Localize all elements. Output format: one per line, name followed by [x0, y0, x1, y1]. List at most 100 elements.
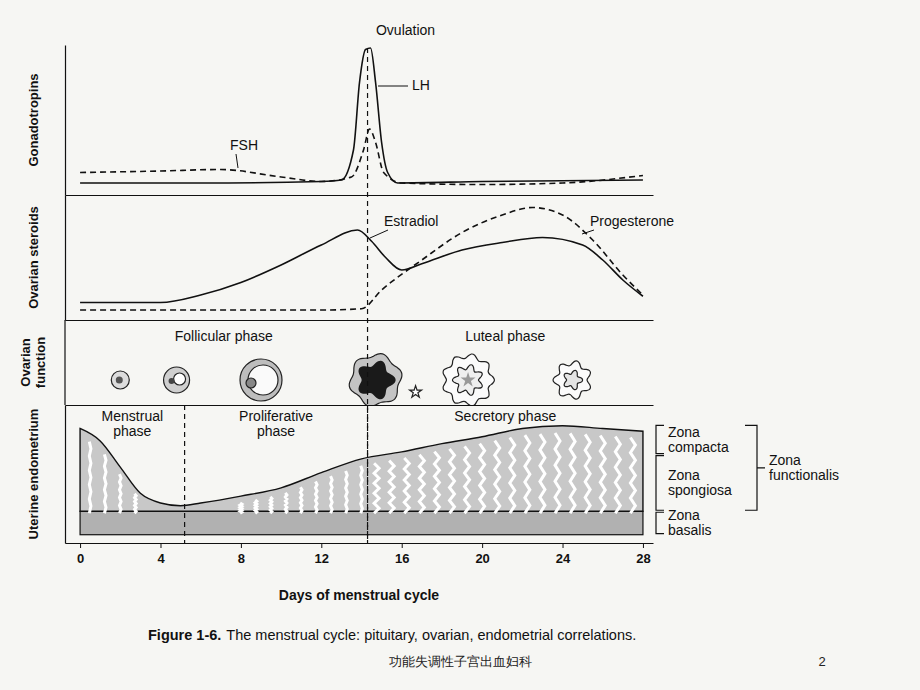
tick: 20 — [475, 543, 489, 566]
tick-mark — [80, 543, 81, 548]
gland — [270, 497, 272, 513]
plot-area — [80, 426, 643, 535]
zone-label-line: spongiosa — [668, 482, 732, 498]
tick-label: 28 — [636, 551, 650, 566]
leader-line — [378, 86, 408, 87]
x-axis — [66, 405, 654, 406]
axis-line — [66, 405, 654, 406]
axis-line — [66, 320, 654, 321]
primary-follicle — [164, 367, 190, 393]
gland — [630, 438, 635, 514]
phase-label-line: Menstrual — [102, 408, 163, 424]
y-axis-title: Ovarian steroids — [26, 206, 41, 309]
gland — [600, 435, 605, 513]
caption-text: The menstrual cycle: pituitary, ovarian,… — [226, 627, 636, 643]
tick-label: 4 — [157, 551, 165, 566]
zone-label-line: Zona — [668, 424, 700, 440]
corpus-luteum — [443, 354, 494, 405]
phase-label: Luteal phase — [465, 328, 545, 344]
basalis-layer — [80, 511, 643, 534]
gland — [555, 433, 560, 513]
leader-line — [370, 230, 388, 238]
tick-mark — [160, 543, 161, 548]
plot-area — [80, 208, 643, 311]
gland — [240, 503, 242, 513]
chart-root: GonadotropinsFSHLHOvarian steroidsEstrad… — [0, 0, 920, 690]
tick-mark — [643, 543, 644, 548]
zone-label-line: Zona — [668, 507, 700, 523]
phase-label: Menstrualphase — [102, 408, 163, 439]
glands — [89, 433, 635, 513]
zone-group-label-line: functionalis — [769, 467, 839, 483]
tick-mark — [402, 543, 403, 548]
series-label: LH — [412, 77, 430, 93]
series-line — [80, 48, 643, 183]
y-axis — [65, 46, 66, 196]
gland — [540, 434, 545, 513]
gland — [285, 493, 287, 513]
tick-label: 0 — [77, 551, 84, 566]
tick-label: 12 — [315, 551, 329, 566]
axis-line — [66, 195, 654, 196]
gland — [525, 435, 530, 513]
series-label: Progesterone — [590, 213, 674, 229]
axis-line — [65, 406, 66, 544]
y-axis-title: Uterine endometrium — [26, 409, 41, 540]
axis-line — [65, 46, 66, 196]
axis-line — [66, 543, 654, 544]
tick: 24 — [556, 543, 571, 566]
tick: 28 — [636, 543, 650, 566]
leader-line — [236, 154, 238, 168]
phase-label: Secretory phase — [454, 408, 556, 424]
frame-line — [64, 320, 65, 405]
tick-label: 16 — [395, 551, 409, 566]
zone-bracket — [656, 456, 664, 511]
tick-mark — [482, 543, 483, 548]
zone-label: Zonaspongiosa — [668, 467, 732, 498]
y-axis — [65, 406, 66, 544]
ovulation-line — [367, 48, 368, 543]
gland — [255, 500, 257, 513]
x-axis — [66, 195, 654, 196]
zone-bracket — [656, 512, 664, 533]
zone-group-bracket — [745, 425, 765, 510]
primordial-follicle — [111, 371, 129, 389]
gland — [135, 494, 137, 513]
gland — [419, 455, 424, 513]
phase-label: Follicular phase — [175, 328, 273, 344]
phase-label: Proliferativephase — [239, 408, 313, 439]
gland — [480, 444, 485, 514]
caption: Figure 1-6.The menstrual cycle: pituitar… — [148, 627, 636, 643]
phase-label-line: phase — [257, 423, 295, 439]
tick: 0 — [77, 543, 84, 566]
plot-area — [111, 354, 590, 405]
tick-mark — [321, 543, 322, 548]
tick-mark — [563, 543, 564, 548]
y-axis-title: Ovarianfunction — [18, 337, 48, 388]
gland — [570, 433, 575, 513]
gland — [104, 454, 106, 513]
phase-label-line: Proliferative — [239, 408, 313, 424]
figure: GonadotropinsFSHLHOvarian steroidsEstrad… — [0, 0, 920, 690]
gland — [510, 438, 515, 514]
gland — [495, 441, 500, 514]
series-label: FSH — [230, 137, 258, 153]
axis-line — [65, 196, 66, 321]
zone-group-label: Zonafunctionalis — [769, 452, 839, 483]
gland — [434, 452, 439, 514]
background — [0, 0, 920, 690]
gland — [374, 463, 379, 513]
gland — [89, 442, 91, 514]
gland — [300, 487, 302, 513]
phase-label-line: phase — [113, 423, 151, 439]
zone-label-line: Zona — [668, 467, 700, 483]
x-axis-title: Days of menstrual cycle — [279, 587, 440, 603]
tick: 12 — [315, 543, 329, 566]
gland — [361, 466, 363, 513]
series-line — [80, 208, 643, 311]
gland — [449, 449, 454, 513]
y-axis-title: Gonadotropins — [26, 73, 41, 166]
tick: 4 — [157, 543, 165, 566]
zone-label: Zonacompacta — [668, 424, 729, 455]
page-number: 2 — [818, 654, 825, 669]
